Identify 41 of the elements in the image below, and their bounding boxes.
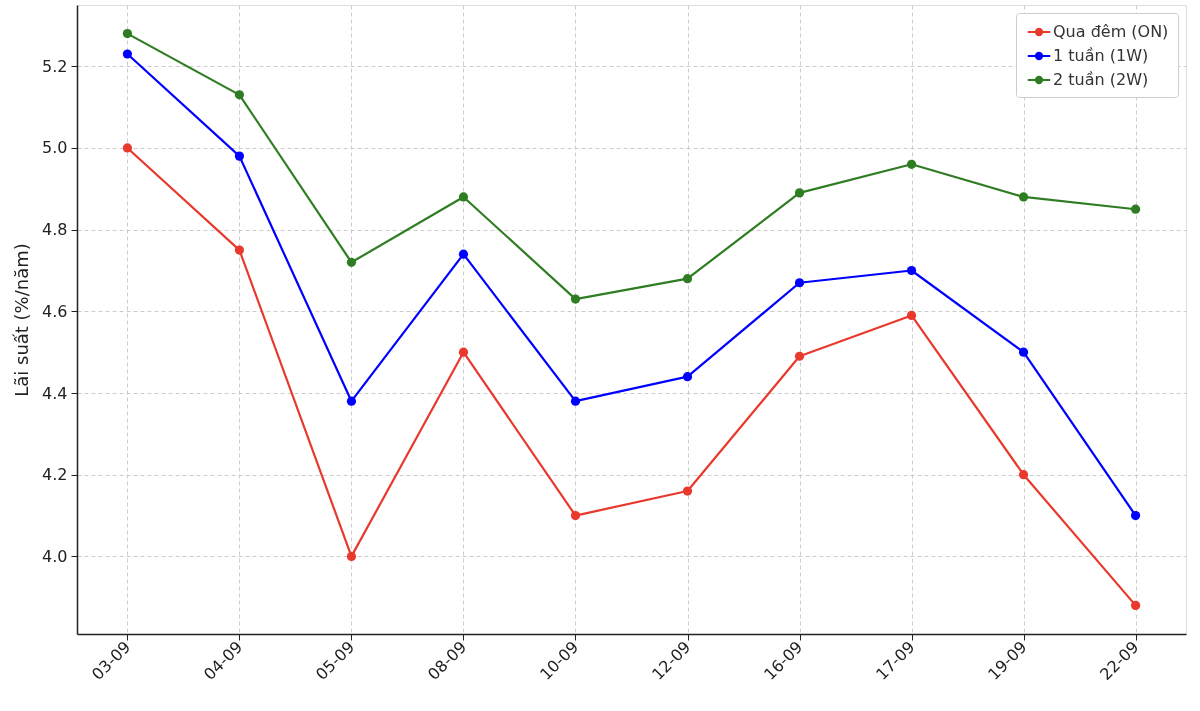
point xyxy=(906,310,917,321)
point xyxy=(794,188,805,198)
y-tick-label: 4.4 xyxy=(42,383,68,403)
y-tick-label: 4.0 xyxy=(42,546,68,566)
y-axis-title: Lãi suất (%/năm) xyxy=(11,243,33,397)
point xyxy=(122,143,133,153)
point xyxy=(458,347,469,357)
point xyxy=(1018,347,1029,357)
point xyxy=(346,396,357,406)
point xyxy=(1018,192,1029,202)
y-tick-label: 5.2 xyxy=(42,56,68,76)
point xyxy=(1130,204,1141,214)
legend-label: 2 tuần (2W) xyxy=(1053,70,1149,89)
point xyxy=(458,192,469,202)
point xyxy=(570,510,581,521)
y-tick-label: 5.0 xyxy=(42,138,68,158)
y-tick-label: 4.2 xyxy=(42,465,68,485)
point xyxy=(234,90,245,100)
point xyxy=(1130,600,1141,611)
y-tick-label: 4.8 xyxy=(42,220,68,240)
point xyxy=(794,278,805,288)
point xyxy=(234,151,245,161)
point xyxy=(1130,510,1141,521)
point xyxy=(458,249,469,259)
point xyxy=(122,49,133,59)
point xyxy=(234,245,245,255)
point xyxy=(682,372,693,382)
y-tick-label: 4.6 xyxy=(42,301,68,321)
point xyxy=(906,159,917,169)
point xyxy=(906,265,917,276)
point xyxy=(682,274,693,284)
point xyxy=(346,257,357,267)
legend-label: 1 tuần (1W) xyxy=(1053,46,1149,65)
point xyxy=(346,551,357,561)
point xyxy=(122,28,133,39)
point xyxy=(682,486,693,496)
point xyxy=(1018,470,1029,480)
point xyxy=(794,351,805,361)
point xyxy=(570,396,581,406)
legend-label: Qua đêm (ON) xyxy=(1053,22,1169,41)
point xyxy=(570,294,581,304)
